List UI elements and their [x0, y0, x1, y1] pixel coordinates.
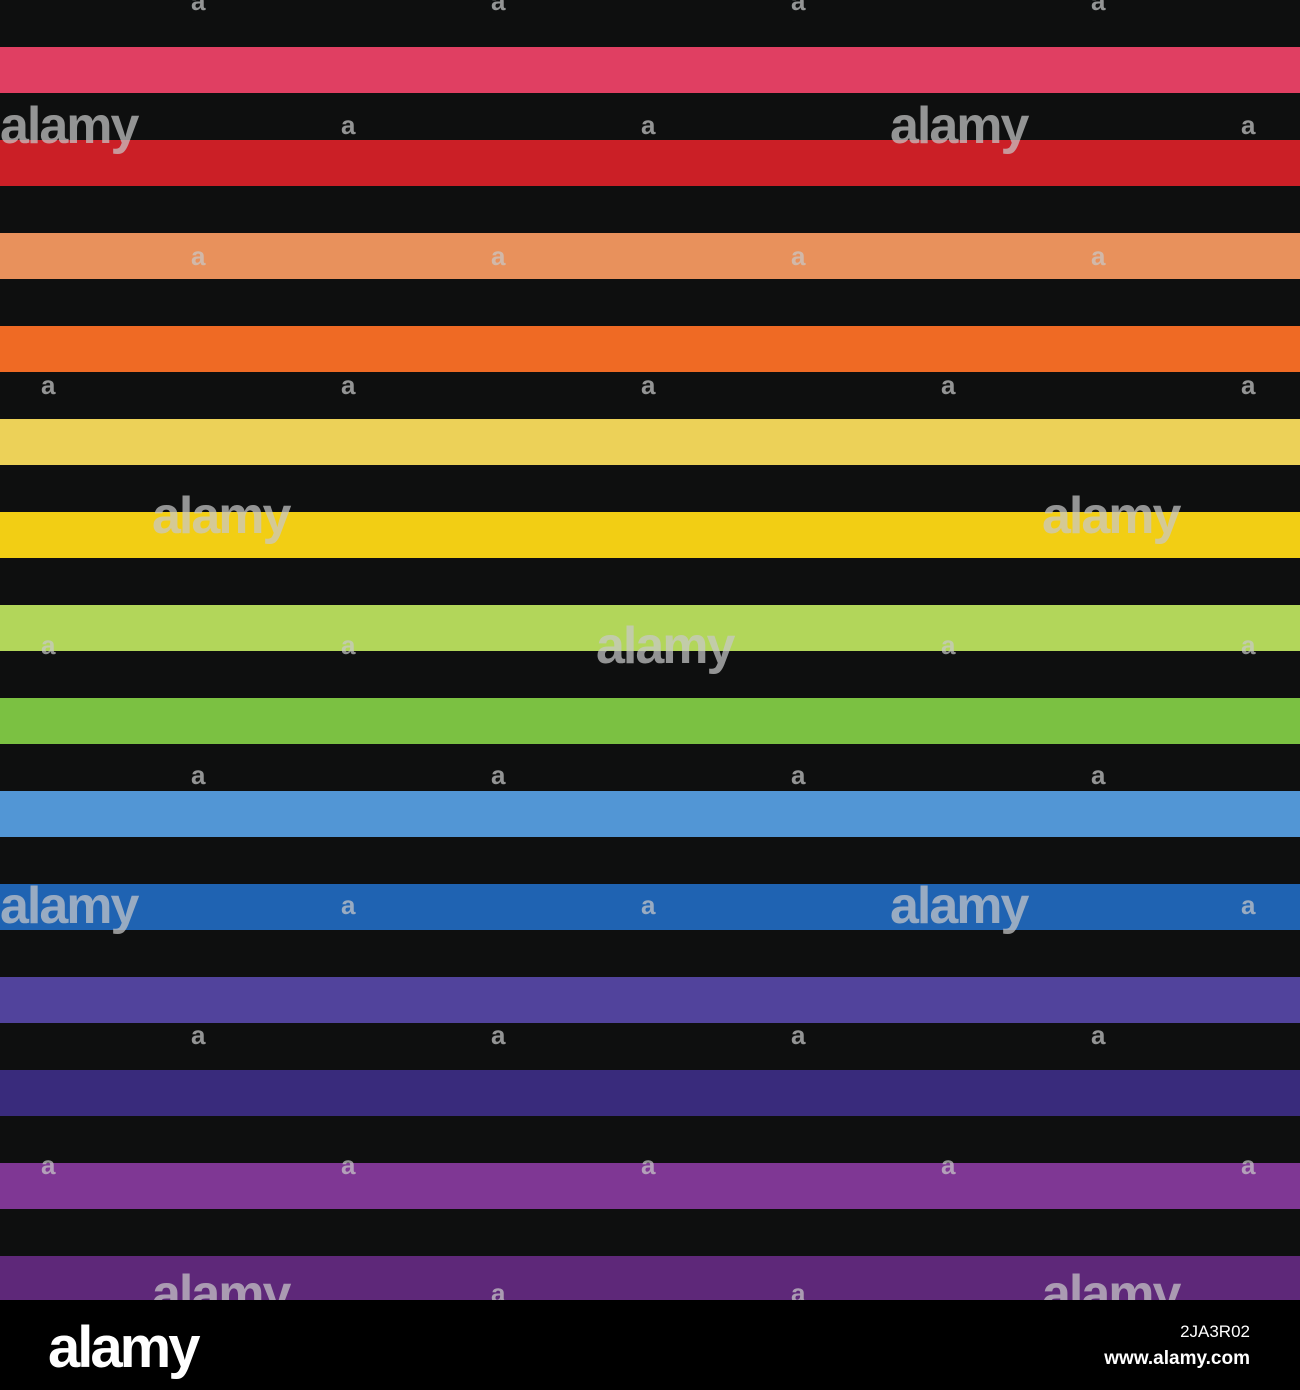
watermark-letter: a — [1241, 370, 1256, 400]
watermark-letter: a — [191, 1020, 206, 1050]
color-stripe — [0, 605, 1300, 651]
watermark-text: alamy — [1042, 1265, 1181, 1300]
color-stripe — [0, 326, 1300, 372]
watermark-letter: a — [641, 110, 656, 140]
color-stripe — [0, 1256, 1300, 1300]
watermark-letter: a — [1091, 1020, 1106, 1050]
watermark-letter: a — [41, 630, 56, 660]
watermark-text: alamy — [0, 877, 139, 935]
watermark-letter: a — [191, 241, 206, 271]
watermark-letter: a — [341, 630, 356, 660]
watermark-text: alamy — [0, 97, 139, 155]
watermark-text: alamy — [152, 487, 291, 545]
color-stripe — [0, 47, 1300, 93]
image-id-label: 2JA3R02 — [1180, 1322, 1250, 1341]
watermark-letter: a — [491, 1020, 506, 1050]
color-stripe — [0, 1163, 1300, 1209]
alamy-logo: alamy — [48, 1315, 200, 1380]
watermark-letter: a — [341, 370, 356, 400]
color-stripe — [0, 512, 1300, 558]
color-stripe — [0, 698, 1300, 744]
watermark-text: alamy — [890, 877, 1029, 935]
watermark-letter: a — [791, 241, 806, 271]
watermark-letter: a — [491, 241, 506, 271]
watermark-letter: a — [641, 370, 656, 400]
watermark-letter: a — [1241, 1150, 1256, 1180]
watermark-letter: a — [341, 1150, 356, 1180]
watermark-text: alamy — [1042, 487, 1181, 545]
watermark-letter: a — [941, 370, 956, 400]
watermark-letter: a — [791, 0, 806, 16]
watermark-letter: a — [1091, 760, 1106, 790]
watermark-letter: a — [491, 1278, 506, 1300]
watermark-letter: a — [941, 1150, 956, 1180]
watermark-text: alamy — [152, 1265, 291, 1300]
watermark-letter: a — [341, 110, 356, 140]
watermark-letter: a — [791, 1020, 806, 1050]
watermark-letter: a — [1241, 890, 1256, 920]
watermark-letter: a — [1241, 630, 1256, 660]
watermark-letter: a — [1241, 110, 1256, 140]
color-stripe — [0, 791, 1300, 837]
watermark-letter: a — [491, 760, 506, 790]
color-stripe — [0, 977, 1300, 1023]
color-stripe — [0, 140, 1300, 186]
watermark-letter: a — [1091, 241, 1106, 271]
watermark-letter: a — [791, 760, 806, 790]
color-stripe — [0, 233, 1300, 279]
watermark-letter: a — [341, 890, 356, 920]
watermark-letter: a — [191, 0, 206, 16]
watermark-letter: a — [41, 370, 56, 400]
watermark-letter: a — [941, 630, 956, 660]
watermark-letter: a — [41, 1150, 56, 1180]
site-url-label: www.alamy.com — [1104, 1348, 1250, 1369]
watermark-letter: a — [191, 760, 206, 790]
watermark-text: alamy — [596, 617, 735, 675]
watermark-letter: a — [1091, 0, 1106, 16]
color-stripe — [0, 884, 1300, 930]
watermark-letter: a — [491, 0, 506, 16]
watermark-letter: a — [641, 1150, 656, 1180]
striped-pattern-image: alamy alamy alamy alamy alamy alamy alamy alamy… — [0, 0, 1300, 1300]
stock-footer-bar: alamy 2JA3R02 www.alamy.com — [0, 1300, 1300, 1390]
watermark-text: alamy — [890, 97, 1029, 155]
watermark-letter: a — [641, 890, 656, 920]
watermark-letter: a — [791, 1278, 806, 1300]
color-stripe — [0, 1070, 1300, 1116]
color-stripe — [0, 419, 1300, 465]
